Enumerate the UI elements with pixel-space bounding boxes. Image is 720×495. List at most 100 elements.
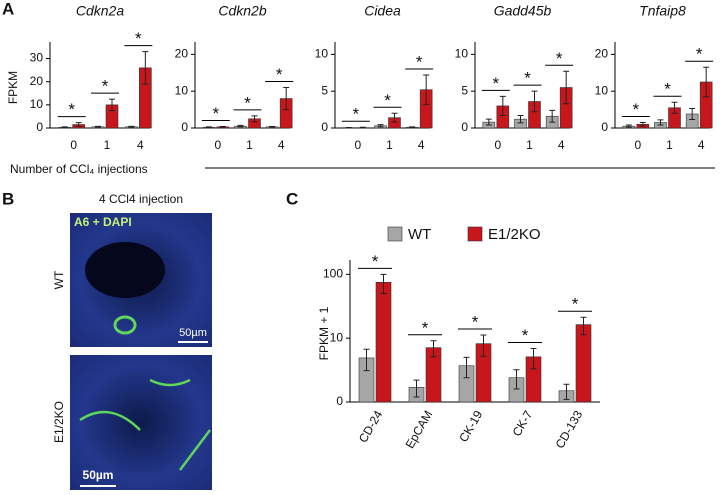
- y-tick-label: 20: [30, 74, 44, 88]
- chart-title: Tnfaip8: [639, 3, 686, 19]
- error-bar: [128, 125, 135, 128]
- image-title: 4 CCl4 injection: [99, 192, 183, 206]
- error-bar: [377, 124, 384, 128]
- row-label: WT: [52, 270, 66, 289]
- error-bar: [625, 124, 632, 128]
- chart-title: Cdkn2b: [218, 3, 266, 19]
- significance-mark: *: [102, 77, 109, 96]
- y-tick-label: 10: [175, 83, 189, 97]
- bar: [375, 282, 392, 403]
- x-tick-label: 1: [526, 138, 533, 152]
- x-tick-label: 0: [214, 138, 221, 152]
- error-bar: [363, 348, 370, 372]
- vessel: [85, 242, 165, 298]
- error-bar: [409, 126, 416, 129]
- error-bar: [430, 340, 437, 358]
- y-tick-label: 5: [321, 83, 328, 97]
- error-bar: [480, 334, 487, 357]
- x-tick-label: 1: [386, 138, 393, 152]
- y-tick-label: 10: [315, 47, 329, 61]
- y-tick-label: 20: [175, 47, 189, 61]
- x-tick-label: 4: [278, 138, 285, 152]
- significance-mark: *: [524, 69, 531, 88]
- error-bar: [463, 356, 470, 379]
- error-bar: [423, 74, 430, 105]
- significance-mark: *: [244, 93, 251, 112]
- x-tick-label: EpCAM: [403, 408, 436, 451]
- error-bar: [671, 101, 678, 114]
- x-tick-label: 4: [698, 138, 705, 152]
- error-bar: [563, 383, 570, 400]
- error-bar: [359, 126, 366, 129]
- error-bar: [95, 125, 101, 128]
- error-bar: [689, 107, 696, 121]
- x-tick-label: CK-7: [510, 408, 536, 439]
- significance-mark: *: [556, 49, 563, 68]
- micrograph: [70, 355, 212, 490]
- row-label: E1/2KO: [52, 401, 66, 443]
- y-tick-label: 30: [30, 51, 44, 65]
- error-bar: [283, 87, 290, 111]
- error-bar: [61, 126, 68, 129]
- significance-mark: *: [68, 100, 75, 119]
- panel-label: C: [286, 189, 298, 208]
- bar: [575, 324, 592, 403]
- significance-mark: *: [522, 326, 529, 345]
- significance-mark: *: [372, 252, 379, 271]
- y-tick-label: 100: [323, 267, 343, 281]
- significance-mark: *: [572, 295, 579, 314]
- error-bar: [269, 126, 276, 128]
- error-bar: [391, 112, 398, 123]
- y-tick-label: 20: [595, 47, 609, 61]
- y-tick-label: 0: [336, 394, 343, 408]
- x-tick-label: CD-133: [553, 408, 586, 451]
- x-tick-label: 0: [634, 138, 641, 152]
- significance-mark: *: [353, 105, 360, 124]
- y-tick-label: 10: [595, 83, 609, 97]
- error-bar: [380, 273, 387, 295]
- chart-title: Cdkn2a: [76, 3, 124, 19]
- significance-mark: *: [696, 45, 703, 64]
- error-bar: [142, 51, 149, 85]
- error-bar: [237, 124, 244, 128]
- significance-mark: *: [493, 74, 500, 93]
- error-bar: [657, 119, 664, 126]
- error-bar: [530, 347, 537, 370]
- significance-mark: *: [276, 65, 283, 84]
- error-bar: [513, 369, 520, 390]
- error-bar: [580, 316, 587, 336]
- significance-mark: *: [213, 104, 220, 123]
- y-tick-label: 10: [330, 330, 344, 344]
- x-tick-label: 4: [418, 138, 425, 152]
- error-bar: [205, 126, 212, 129]
- error-bar: [517, 114, 524, 124]
- x-tick-label: 1: [246, 138, 253, 152]
- stain-label: A6 + DAPI: [74, 215, 132, 229]
- y-tick-label: 10: [455, 47, 469, 61]
- x-tick-label: 1: [666, 138, 673, 152]
- legend-swatch: [467, 226, 483, 242]
- legend-swatch: [387, 226, 403, 242]
- y-tick-label: 0: [321, 120, 328, 134]
- panel-label: B: [2, 189, 14, 208]
- x-tick-label: 0: [354, 138, 361, 152]
- y-tick-label: 5: [461, 83, 468, 97]
- error-bar: [251, 115, 258, 123]
- y-axis-label: FPKM: [6, 71, 20, 104]
- significance-mark: *: [416, 52, 423, 71]
- scale-bar-label: 50µm: [83, 468, 114, 482]
- legend-label: WT: [408, 226, 431, 243]
- y-tick-label: 0: [36, 120, 43, 134]
- legend-label: E1/2KO: [488, 226, 541, 243]
- scale-bar-label: 50µm: [179, 327, 207, 339]
- x-tick-label: CK-19: [456, 408, 485, 445]
- x-axis-label: Number of CCl₄ injections: [10, 162, 148, 176]
- significance-mark: *: [664, 80, 671, 99]
- error-bar: [639, 121, 646, 127]
- error-bar: [219, 126, 226, 128]
- x-tick-label: 0: [70, 138, 77, 152]
- x-tick-label: CD-24: [356, 408, 386, 445]
- y-tick-label: 0: [461, 120, 468, 134]
- significance-mark: *: [472, 313, 479, 332]
